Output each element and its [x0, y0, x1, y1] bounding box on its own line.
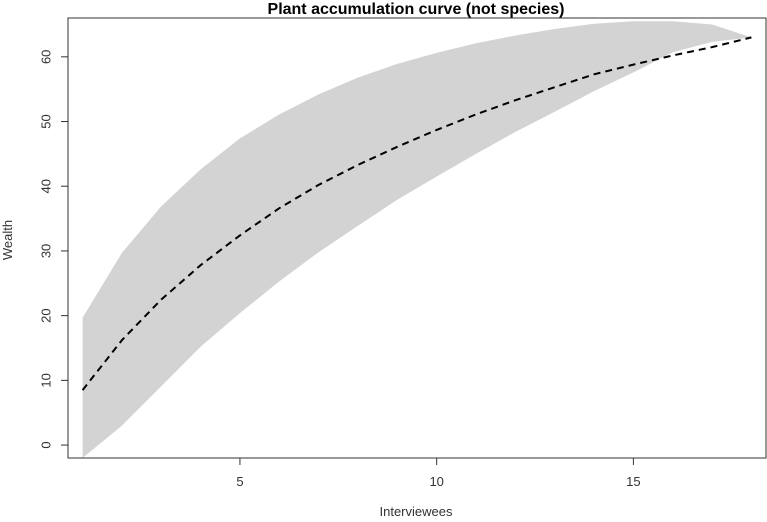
- y-tick-label: 10: [39, 373, 54, 387]
- x-tick-label: 15: [626, 474, 640, 489]
- y-tick-label: 40: [39, 179, 54, 193]
- x-tick-label: 10: [429, 474, 443, 489]
- y-axis-label: Wealth: [0, 220, 15, 260]
- accumulation-curve-line: [81, 36, 752, 391]
- y-tick-label: 30: [39, 244, 54, 258]
- x-axis-label: Interviewees: [380, 504, 453, 519]
- y-tick-label: 20: [39, 308, 54, 322]
- y-axis-ticks: 0 10 20 30 40 50 60: [39, 50, 68, 449]
- plot-area: [81, 21, 752, 458]
- y-tick-label: 50: [39, 114, 54, 128]
- confidence-band: [82, 21, 752, 458]
- chart-title: Plant accumulation curve (not species): [268, 1, 565, 18]
- x-axis-ticks: 5 10 15: [236, 458, 641, 489]
- y-tick-label: 60: [39, 50, 54, 64]
- x-tick-label: 5: [236, 474, 243, 489]
- y-tick-label: 0: [39, 441, 54, 448]
